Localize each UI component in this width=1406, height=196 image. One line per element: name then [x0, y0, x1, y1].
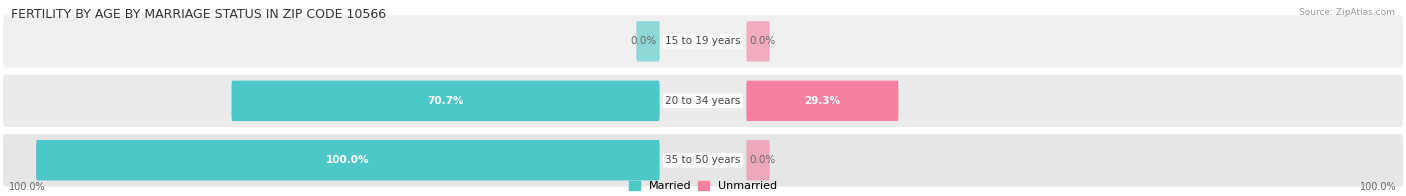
- Text: 0.0%: 0.0%: [749, 155, 776, 165]
- Text: 15 to 19 years: 15 to 19 years: [665, 36, 741, 46]
- Text: FERTILITY BY AGE BY MARRIAGE STATUS IN ZIP CODE 10566: FERTILITY BY AGE BY MARRIAGE STATUS IN Z…: [11, 8, 387, 21]
- FancyBboxPatch shape: [3, 134, 1403, 186]
- FancyBboxPatch shape: [3, 75, 1403, 127]
- Text: 100.0%: 100.0%: [10, 182, 46, 192]
- Text: 0.0%: 0.0%: [630, 36, 657, 46]
- Text: 35 to 50 years: 35 to 50 years: [665, 155, 741, 165]
- Text: 20 to 34 years: 20 to 34 years: [665, 96, 741, 106]
- FancyBboxPatch shape: [637, 21, 659, 62]
- FancyBboxPatch shape: [232, 81, 659, 121]
- FancyBboxPatch shape: [747, 21, 769, 62]
- FancyBboxPatch shape: [747, 81, 898, 121]
- Text: Source: ZipAtlas.com: Source: ZipAtlas.com: [1299, 8, 1395, 17]
- FancyBboxPatch shape: [3, 15, 1403, 68]
- FancyBboxPatch shape: [37, 140, 659, 181]
- FancyBboxPatch shape: [747, 140, 769, 181]
- Text: 70.7%: 70.7%: [427, 96, 464, 106]
- Text: 100.0%: 100.0%: [326, 155, 370, 165]
- Text: 100.0%: 100.0%: [1360, 182, 1396, 192]
- Text: 29.3%: 29.3%: [804, 96, 841, 106]
- Legend: Married, Unmarried: Married, Unmarried: [628, 181, 778, 191]
- Text: 0.0%: 0.0%: [749, 36, 776, 46]
